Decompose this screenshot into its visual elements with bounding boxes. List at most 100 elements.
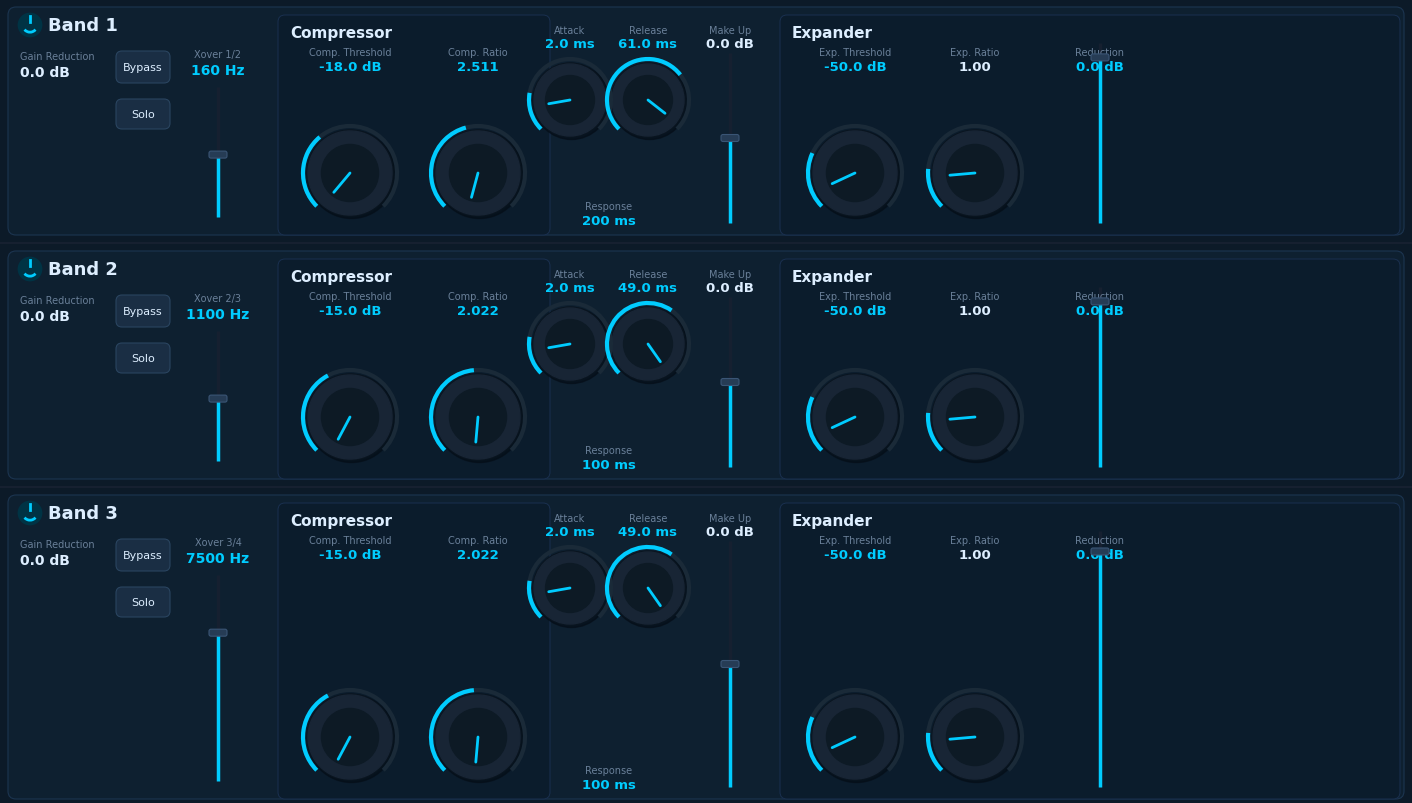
Text: Comp. Ratio: Comp. Ratio — [448, 536, 508, 545]
Text: 61.0 ms: 61.0 ms — [618, 38, 678, 51]
Text: Bypass: Bypass — [123, 550, 162, 560]
Text: Band 2: Band 2 — [48, 261, 117, 279]
Circle shape — [18, 259, 41, 281]
Text: Gain Reduction: Gain Reduction — [20, 296, 95, 306]
Circle shape — [545, 76, 594, 125]
Text: -15.0 dB: -15.0 dB — [319, 548, 381, 561]
Text: Comp. Ratio: Comp. Ratio — [448, 291, 508, 302]
Circle shape — [826, 708, 884, 765]
Text: Attack: Attack — [555, 26, 586, 36]
Text: Exp. Ratio: Exp. Ratio — [950, 291, 1000, 302]
Text: Reduction: Reduction — [1076, 291, 1124, 302]
Circle shape — [932, 695, 1021, 783]
Circle shape — [812, 131, 898, 217]
Text: Release: Release — [628, 513, 668, 524]
Text: Release: Release — [628, 270, 668, 279]
Text: -50.0 dB: -50.0 dB — [823, 61, 887, 74]
Text: Solo: Solo — [131, 597, 155, 607]
FancyBboxPatch shape — [1091, 299, 1108, 305]
Circle shape — [946, 145, 1004, 202]
Text: Release: Release — [628, 26, 668, 36]
Text: 0.0 dB: 0.0 dB — [706, 38, 754, 51]
Circle shape — [435, 132, 524, 219]
FancyBboxPatch shape — [209, 152, 227, 159]
FancyBboxPatch shape — [116, 52, 169, 84]
Circle shape — [812, 375, 901, 463]
Circle shape — [308, 132, 393, 216]
Text: -50.0 dB: -50.0 dB — [823, 548, 887, 561]
Text: 2.0 ms: 2.0 ms — [545, 525, 594, 538]
Circle shape — [932, 131, 1018, 217]
Text: Gain Reduction: Gain Reduction — [20, 540, 95, 549]
Text: 0.0 dB: 0.0 dB — [706, 525, 754, 538]
Circle shape — [532, 552, 607, 626]
Circle shape — [624, 320, 672, 369]
FancyBboxPatch shape — [8, 495, 1404, 799]
Circle shape — [308, 375, 395, 463]
Circle shape — [812, 695, 901, 783]
Text: -18.0 dB: -18.0 dB — [319, 61, 381, 74]
Text: Expander: Expander — [792, 26, 873, 41]
Circle shape — [322, 389, 378, 446]
Circle shape — [532, 64, 607, 138]
Text: 200 ms: 200 ms — [582, 214, 635, 228]
Text: 7500 Hz: 7500 Hz — [186, 552, 250, 565]
Circle shape — [435, 375, 524, 463]
Text: Response: Response — [586, 446, 633, 455]
Circle shape — [946, 708, 1004, 765]
Circle shape — [611, 308, 683, 381]
Circle shape — [435, 374, 521, 460]
Circle shape — [813, 132, 897, 216]
Circle shape — [624, 76, 672, 125]
Text: Make Up: Make Up — [709, 270, 751, 279]
Circle shape — [611, 64, 685, 138]
Circle shape — [534, 552, 610, 628]
FancyBboxPatch shape — [116, 344, 169, 373]
Text: 2.0 ms: 2.0 ms — [545, 38, 594, 51]
Circle shape — [932, 374, 1018, 460]
Text: 0.0 dB: 0.0 dB — [1076, 304, 1124, 318]
Circle shape — [826, 145, 884, 202]
FancyBboxPatch shape — [1091, 55, 1108, 62]
Circle shape — [308, 132, 395, 219]
Circle shape — [534, 64, 610, 141]
Text: 0.0 dB: 0.0 dB — [20, 310, 69, 324]
Text: Bypass: Bypass — [123, 63, 162, 73]
Circle shape — [624, 564, 672, 613]
FancyBboxPatch shape — [779, 503, 1401, 799]
Text: Expander: Expander — [792, 270, 873, 284]
FancyBboxPatch shape — [8, 8, 1404, 236]
Circle shape — [933, 695, 1017, 779]
Text: 1100 Hz: 1100 Hz — [186, 308, 250, 321]
Circle shape — [449, 708, 507, 765]
Text: Attack: Attack — [555, 513, 586, 524]
Circle shape — [534, 308, 606, 381]
Circle shape — [322, 708, 378, 765]
Text: 2.022: 2.022 — [457, 548, 498, 561]
Circle shape — [435, 131, 521, 217]
Circle shape — [18, 503, 41, 524]
FancyBboxPatch shape — [209, 630, 227, 637]
Circle shape — [812, 132, 901, 219]
Circle shape — [449, 389, 507, 446]
FancyBboxPatch shape — [278, 259, 551, 479]
Circle shape — [946, 389, 1004, 446]
Text: Compressor: Compressor — [289, 513, 393, 528]
Circle shape — [826, 389, 884, 446]
FancyBboxPatch shape — [722, 379, 738, 386]
Text: Response: Response — [586, 765, 633, 775]
Text: Xover 1/2: Xover 1/2 — [195, 50, 241, 60]
Circle shape — [308, 376, 393, 459]
Circle shape — [611, 64, 688, 141]
Circle shape — [436, 132, 520, 216]
Text: Comp. Threshold: Comp. Threshold — [309, 48, 391, 58]
FancyBboxPatch shape — [8, 251, 1404, 479]
Text: Exp. Threshold: Exp. Threshold — [819, 291, 891, 302]
Text: Response: Response — [586, 202, 633, 212]
Text: Attack: Attack — [555, 270, 586, 279]
Circle shape — [435, 695, 524, 783]
Circle shape — [932, 375, 1021, 463]
Text: Band 3: Band 3 — [48, 504, 117, 522]
Circle shape — [611, 308, 685, 381]
FancyBboxPatch shape — [779, 16, 1401, 236]
